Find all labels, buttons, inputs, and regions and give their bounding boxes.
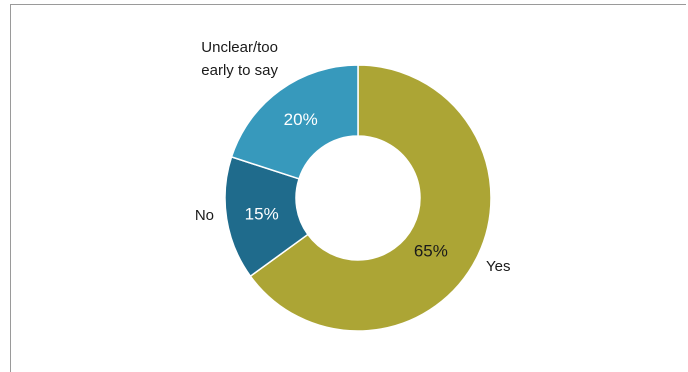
frame-border-top xyxy=(10,4,686,5)
slice-no xyxy=(224,155,309,278)
category-label-line: Unclear/too xyxy=(201,39,278,56)
category-label-yes: Yes xyxy=(486,258,510,275)
value-label-no: 15% xyxy=(245,204,279,223)
category-label-line: No xyxy=(195,207,214,224)
category-label-unclear-too-early-to-say: Unclear/too early to say xyxy=(201,39,278,79)
donut-slices xyxy=(224,64,492,332)
donut-labels: 65% Yes 15% No 20% Unclear/too early to say xyxy=(195,39,511,275)
category-label-no: No xyxy=(195,207,214,224)
slice-yes xyxy=(249,64,492,332)
value-label-yes: 65% xyxy=(414,241,448,260)
category-label-line: early to say xyxy=(201,62,278,79)
value-label-unclear-too-early-to-say: 20% xyxy=(284,110,318,129)
slice-unclear-too-early-to-say xyxy=(230,64,359,180)
category-label-line: Yes xyxy=(486,258,510,275)
frame-border-left xyxy=(10,4,11,372)
